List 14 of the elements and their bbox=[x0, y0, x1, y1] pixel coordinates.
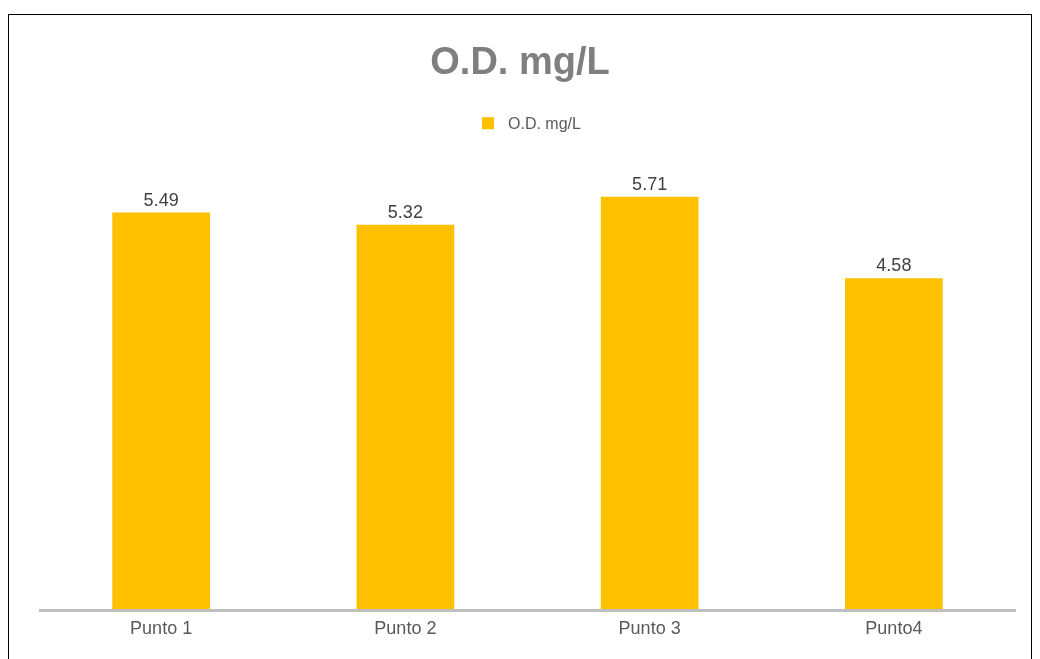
data-label: 5.49 bbox=[143, 189, 179, 210]
data-label: 5.32 bbox=[387, 201, 423, 222]
x-tick-label: Punto 1 bbox=[130, 617, 193, 638]
bar bbox=[845, 278, 943, 609]
data-label: 4.58 bbox=[876, 255, 912, 276]
legend-label: O.D. mg/L bbox=[508, 115, 582, 133]
chart-title: O.D. mg/L bbox=[430, 39, 610, 82]
bar bbox=[600, 196, 699, 609]
bar bbox=[356, 224, 455, 609]
data-label: 5.71 bbox=[632, 173, 668, 194]
x-tick-label: Punto4 bbox=[865, 617, 923, 638]
x-tick-label: Punto 3 bbox=[618, 617, 681, 638]
bar bbox=[112, 212, 210, 609]
x-tick-label: Punto 2 bbox=[374, 617, 437, 638]
